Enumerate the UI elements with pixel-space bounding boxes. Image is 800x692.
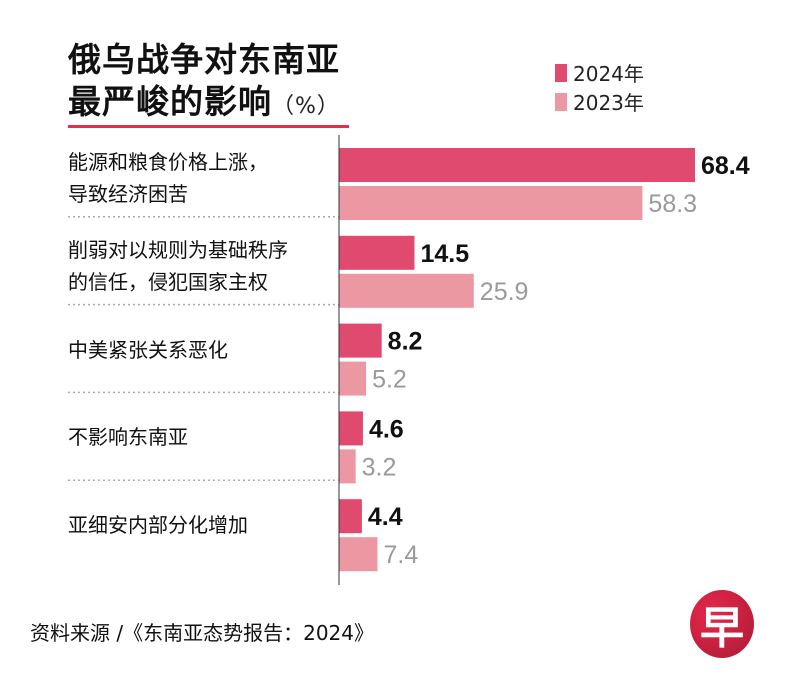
data-label: 4.6 xyxy=(369,415,404,443)
zaobao-logo: 早 xyxy=(690,590,754,658)
legend-swatch xyxy=(555,63,567,82)
data-label: 25.9 xyxy=(480,278,529,306)
bar-2023年 xyxy=(339,537,378,572)
chart-title-line1: 俄乌战争对东南亚 xyxy=(68,40,340,79)
bar-2024年 xyxy=(339,235,415,270)
data-label: 3.2 xyxy=(362,453,397,481)
bar-2023年 xyxy=(339,361,367,396)
chart-title-line2: 最严峻的影响（%） xyxy=(68,82,340,127)
category-label: 能源和粮食价格上涨， 导致经济困苦 xyxy=(68,146,268,210)
source-note: 资料来源 /《东南亚态势报告：2024》 xyxy=(30,621,374,645)
legend-label: 2024年 xyxy=(573,62,644,86)
category-label: 削弱对以规则为基础秩序 的信任，侵犯国家主权 xyxy=(68,234,288,298)
legend-item-2024: 2024年 xyxy=(555,58,644,87)
title-underline xyxy=(68,125,349,128)
category-label: 不影响东南亚 xyxy=(68,421,188,453)
data-label: 14.5 xyxy=(420,240,469,268)
category-label-line: 不影响东南亚 xyxy=(68,425,188,450)
legend-swatch xyxy=(555,92,567,111)
data-label: 4.4 xyxy=(368,503,403,531)
data-label: 68.4 xyxy=(701,152,750,180)
legend-item-2023: 2023年 xyxy=(555,87,644,116)
title-text: 最严峻的影响 xyxy=(68,82,272,121)
bar-2023年 xyxy=(339,273,474,308)
category-label-line: 的信任，侵犯国家主权 xyxy=(68,269,268,294)
bar-2024年 xyxy=(339,411,363,446)
data-label: 5.2 xyxy=(372,366,407,394)
category-label: 中美紧张关系恶化 xyxy=(68,334,228,366)
category-label-line: 导致经济困苦 xyxy=(68,182,188,206)
unit-label: （%） xyxy=(272,94,340,119)
bar-2023年 xyxy=(339,449,356,484)
bar-2024年 xyxy=(339,499,362,534)
bar-2024年 xyxy=(339,148,695,182)
category-label-line: 中美紧张关系恶化 xyxy=(68,337,228,362)
category-label-line: 削弱对以规则为基础秩序 xyxy=(68,237,288,262)
category-label-line: 亚细安内部分化增加 xyxy=(68,513,248,538)
data-label: 7.4 xyxy=(384,541,419,569)
bar-2023年 xyxy=(339,186,643,220)
data-label: 8.2 xyxy=(388,328,423,356)
legend-label: 2023年 xyxy=(573,91,644,115)
category-label: 亚细安内部分化增加 xyxy=(68,509,248,541)
category-label-line: 能源和粮食价格上涨， xyxy=(68,150,268,174)
bar-2024年 xyxy=(339,323,382,358)
data-label: 58.3 xyxy=(648,190,697,218)
